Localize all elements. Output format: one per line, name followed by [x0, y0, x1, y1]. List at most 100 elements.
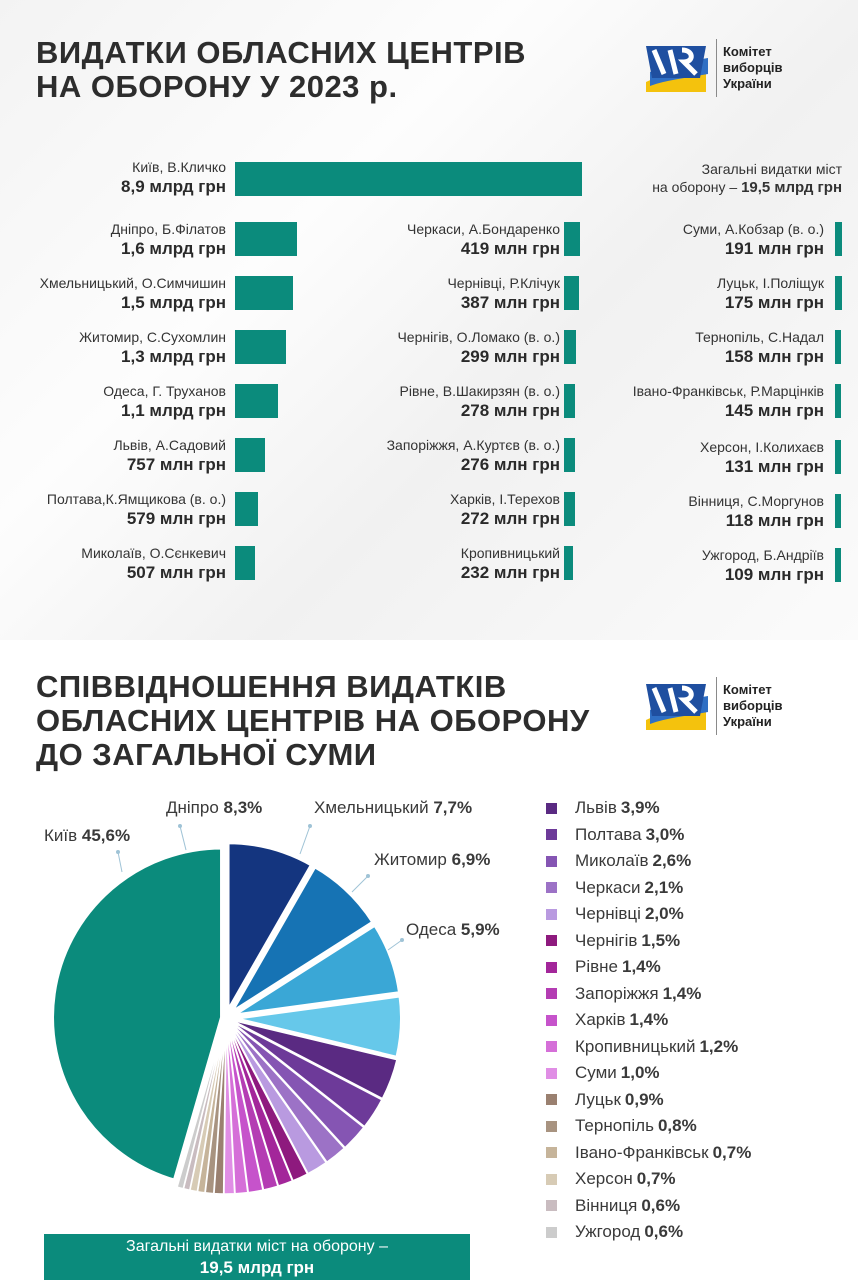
total-banner-line: Загальні видатки міст на оборону – — [126, 1238, 388, 1255]
spending-bar — [564, 546, 574, 580]
section-title: СПІВВІДНОШЕННЯ ВИДАТКІВ ОБЛАСНИХ ЦЕНТРІВ… — [36, 670, 590, 772]
logo-text: Комітет виборців України — [723, 44, 783, 92]
pie-legend: Львів 3,9% Полтава 3,0% Миколаїв 2,6% Черкаси 2… — [546, 795, 751, 1246]
legend-percent: 0,7% — [712, 1142, 752, 1162]
legend-swatch — [546, 988, 557, 1000]
bar-label: Ужгород, Б.Андріїв 109 млн грн — [524, 546, 824, 585]
spending-value: 158 млн грн — [724, 347, 824, 366]
spending-value: 276 млн грн — [460, 455, 560, 474]
pie-slice — [230, 1020, 383, 1128]
legend-percent: 1,5% — [641, 930, 681, 950]
legend-percent: 0,9% — [624, 1089, 664, 1109]
spending-value: 757 млн грн — [126, 455, 226, 474]
spending-value: 109 млн грн — [724, 565, 824, 584]
callout-dot — [116, 850, 120, 854]
total-spending-note: Загальні видатки міст на оборону – 19,5 … — [612, 160, 842, 204]
legend-item: Ужгород 0,6% — [546, 1219, 751, 1246]
legend-city: Миколаїв — [575, 851, 649, 871]
legend-city: Чернівці — [575, 904, 641, 924]
bar-entry: Суми, А.Кобзар (в. о.) 191 млн грн — [524, 220, 824, 264]
slice-city: Київ — [44, 826, 82, 845]
total-spending-banner: Загальні видатки міст на оборону – 19,5 … — [44, 1234, 470, 1280]
legend-city: Кропивницький — [575, 1036, 696, 1056]
legend-percent: 1,4% — [662, 983, 702, 1003]
legend-percent: 0,7% — [636, 1169, 676, 1189]
spending-value: 1,3 млрд грн — [121, 347, 226, 366]
bar-entry: Харків, І.Терехов 272 млн грн — [260, 490, 560, 534]
legend-city: Полтава — [575, 824, 642, 844]
spending-value: 175 млн грн — [724, 293, 824, 312]
title-line: ДО ЗАГАЛЬНОЇ СУМИ — [36, 737, 377, 772]
spending-value: 419 млн грн — [460, 239, 560, 258]
legend-swatch — [546, 1120, 557, 1132]
bar-entry: Запоріжжя, А.Куртєв (в. о.) 276 млн грн — [260, 436, 560, 480]
slice-percent: 7,7% — [433, 798, 473, 817]
page-title: ВИДАТКИ ОБЛАСНИХ ЦЕНТРІВ НА ОБОРОНУ У 20… — [36, 36, 526, 104]
pie-slice — [229, 1022, 346, 1164]
callout-line — [117, 851, 123, 873]
callout-dot — [308, 824, 312, 828]
logo-line: виборців — [723, 698, 783, 713]
spending-bar — [564, 330, 576, 364]
legend-item: Кропивницький 1,2% — [546, 1034, 751, 1061]
panel-share-of-total: СПІВВІДНОШЕННЯ ВИДАТКІВ ОБЛАСНИХ ЦЕНТРІВ… — [0, 640, 858, 1280]
bar-entry: Херсон, І.Колихаєв 131 млн грн — [524, 438, 824, 482]
bar-entry: Черкаси, А.Бондаренко 419 млн грн — [260, 220, 560, 264]
spending-value: 387 млн грн — [460, 293, 560, 312]
legend-swatch — [546, 935, 557, 947]
bar-label: Рівне, В.Шакирзян (в. о.) 278 млн грн — [260, 382, 560, 421]
pie-slice — [225, 840, 315, 1020]
bar-entry: Київ, В.Кличко 8,9 млрд грн — [0, 158, 226, 202]
legend-item: Суми 1,0% — [546, 1060, 751, 1087]
bar-entry: Житомир, С.Сухомлин 1,3 млрд грн — [0, 328, 226, 372]
bar-label: Луцьк, І.Поліщук 175 млн грн — [524, 274, 824, 313]
city-mayor-label: Хмельницький, О.Симчишин — [39, 275, 226, 291]
legend-city: Івано-Франківськ — [575, 1142, 709, 1162]
legend-city: Вінниця — [575, 1195, 638, 1215]
legend-city: Херсон — [575, 1169, 633, 1189]
spending-bar — [564, 384, 575, 418]
bar-label: Миколаїв, О.Сєнкевич 507 млн грн — [0, 544, 226, 583]
legend-percent: 1,0% — [620, 1063, 660, 1083]
spending-bar — [835, 276, 842, 310]
city-mayor-label: Луцьк, І.Поліщук — [717, 275, 824, 291]
pie-slice-label: Одеса 5,9% — [406, 920, 500, 940]
bar-label: Вінниця, С.Моргунов 118 млн грн — [524, 492, 824, 531]
pie-slice — [230, 921, 403, 1018]
spending-value: 299 млн грн — [460, 347, 560, 366]
legend-swatch — [546, 1041, 557, 1053]
bar-label: Харків, І.Терехов 272 млн грн — [260, 490, 560, 529]
legend-item: Черкаси 2,1% — [546, 875, 751, 902]
pie-slice-label: Хмельницький 7,7% — [314, 798, 472, 818]
bar-entry: Дніпро, Б.Філатов 1,6 млрд грн — [0, 220, 226, 264]
spending-bar — [564, 438, 575, 472]
legend-item: Чернігів 1,5% — [546, 928, 751, 955]
city-mayor-label: Херсон, І.Колихаєв — [700, 439, 824, 455]
legend-item: Рівне 1,4% — [546, 954, 751, 981]
spending-bar — [564, 492, 575, 526]
bar-label: Суми, А.Кобзар (в. о.) 191 млн грн — [524, 220, 824, 259]
spending-bar — [235, 492, 258, 526]
callout-dot — [366, 874, 370, 878]
legend-city: Ужгород — [575, 1222, 641, 1242]
logo-line: Комітет — [723, 682, 772, 697]
title-line: СПІВВІДНОШЕННЯ ВИДАТКІВ — [36, 669, 507, 704]
bar-entry: Львів, А.Садовий 757 млн грн — [0, 436, 226, 480]
legend-item: Чернівці 2,0% — [546, 901, 751, 928]
total-banner-value: 19,5 млрд грн — [199, 1258, 315, 1277]
spending-bar — [564, 222, 581, 256]
callout-line — [387, 939, 403, 951]
legend-city: Запоріжжя — [575, 983, 659, 1003]
spending-bar — [564, 276, 580, 310]
legend-item: Луцьк 0,9% — [546, 1087, 751, 1114]
city-mayor-label: Рівне, В.Шакирзян (в. о.) — [399, 383, 560, 399]
bar-label: Дніпро, Б.Філатов 1,6 млрд грн — [0, 220, 226, 259]
logo-line: України — [723, 76, 772, 91]
panel-city-spending: ВИДАТКИ ОБЛАСНИХ ЦЕНТРІВ НА ОБОРОНУ У 20… — [0, 0, 858, 640]
pie-slice-label: Київ 45,6% — [44, 826, 130, 846]
spending-value: 278 млн грн — [460, 401, 560, 420]
spending-value: 579 млн грн — [126, 509, 226, 528]
city-mayor-label: Дніпро, Б.Філатов — [110, 221, 226, 237]
city-mayor-label: Кропивницький — [460, 545, 560, 561]
legend-percent: 3,9% — [620, 798, 660, 818]
